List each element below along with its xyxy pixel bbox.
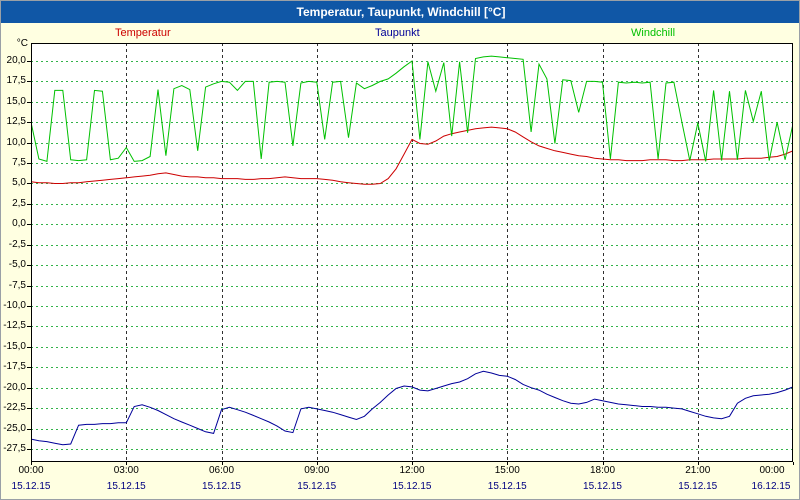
- y-axis-tick: [27, 102, 31, 103]
- chart-title: Temperatur, Taupunkt, Windchill [°C]: [296, 5, 506, 19]
- y-axis-tick: [27, 306, 31, 307]
- x-axis-date-label: 15.12.15: [11, 481, 51, 492]
- x-axis-time-label: 06:00: [208, 465, 235, 476]
- x-axis-time-label: 09:00: [304, 465, 330, 476]
- y-axis-tick-label: -2,5: [8, 238, 26, 250]
- x-axis-date-label: 16.12.15: [751, 481, 791, 492]
- y-axis-tick-label: -10,0: [3, 299, 26, 311]
- y-axis-tick: [27, 204, 31, 205]
- y-axis-tick: [27, 81, 31, 82]
- y-axis-tick: [27, 388, 31, 389]
- y-axis-tick: [27, 122, 31, 123]
- title-bar: Temperatur, Taupunkt, Windchill [°C]: [1, 1, 799, 23]
- x-axis-time-label: 15:00: [494, 465, 520, 476]
- x-axis-tick: [222, 462, 223, 465]
- y-axis-tick-label: 15,0: [6, 95, 26, 107]
- y-axis-tick-label: -22,5: [3, 402, 26, 414]
- y-axis-tick: [27, 183, 31, 184]
- x-axis-date-label: 15.12.15: [678, 481, 718, 492]
- y-axis-tick: [27, 245, 31, 246]
- plot-border: [31, 43, 793, 462]
- y-axis-tick-label: 7,5: [12, 157, 26, 169]
- x-axis-date-label: 15.12.15: [297, 481, 337, 492]
- legend-windchill: Windchill: [631, 27, 676, 39]
- y-axis-tick-label: 5,0: [12, 177, 26, 189]
- x-axis-tick: [793, 462, 794, 465]
- y-axis-tick: [27, 367, 31, 368]
- x-axis-tick: [31, 462, 32, 465]
- x-axis-date-label: 15.12.15: [106, 481, 146, 492]
- y-axis-tick: [27, 449, 31, 450]
- y-axis-tick-label: -27,5: [3, 442, 26, 454]
- y-axis-tick: [27, 429, 31, 430]
- series-temperatur-line: [31, 126, 793, 185]
- y-axis-tick-label: 10,0: [6, 136, 26, 148]
- y-axis-tick: [27, 143, 31, 144]
- y-axis-tick: [27, 265, 31, 266]
- x-axis-time-label: 00:00: [18, 465, 44, 476]
- y-axis-tick: [27, 408, 31, 409]
- y-axis-tick-label: -17,5: [3, 361, 26, 373]
- plot-area: [31, 43, 793, 462]
- x-axis-date-label: 15.12.15: [392, 481, 432, 492]
- y-axis-tick: [27, 286, 31, 287]
- x-axis-time-label: 21:00: [685, 465, 711, 476]
- legend-temperatur: Temperatur: [115, 27, 171, 39]
- x-axis-time-label: 03:00: [113, 465, 139, 476]
- y-axis-tick: [27, 163, 31, 164]
- y-axis-tick-label: -7,5: [8, 279, 26, 291]
- y-axis-tick-label: -15,0: [3, 340, 26, 352]
- x-axis-time-label: 12:00: [399, 465, 425, 476]
- y-axis-tick-label: 12,5: [6, 116, 26, 128]
- x-axis-tick: [603, 462, 604, 465]
- y-axis-tick-label: 0,0: [12, 218, 26, 230]
- x-axis-time-label: 18:00: [589, 465, 616, 476]
- legend-taupunkt: Taupunkt: [375, 27, 420, 39]
- series-windchill-line: [31, 55, 793, 163]
- series-taupunkt-line: [31, 370, 793, 446]
- y-axis-tick: [27, 347, 31, 348]
- y-axis-unit-label: °C: [16, 38, 28, 49]
- x-axis-date-label: 15.12.15: [583, 481, 622, 492]
- x-axis-tick: [507, 462, 508, 465]
- x-axis-tick: [317, 462, 318, 465]
- y-axis-tick: [27, 224, 31, 225]
- y-axis-tick-label: 20,0: [6, 54, 26, 66]
- x-axis-tick: [698, 462, 699, 465]
- y-axis-tick: [27, 326, 31, 327]
- y-axis-tick-label: -25,0: [3, 422, 26, 434]
- y-axis-tick-label: -20,0: [3, 381, 26, 393]
- y-axis-tick-label: -5,0: [8, 259, 26, 271]
- x-axis-tick: [412, 462, 413, 465]
- y-axis-tick-label: -12,5: [3, 320, 26, 332]
- y-axis-tick: [27, 61, 31, 62]
- y-axis-tick-label: 17,5: [6, 75, 26, 87]
- x-axis-date-label: 15.12.15: [487, 481, 527, 492]
- x-axis-time-label: 00:00: [759, 465, 785, 476]
- x-axis-tick: [126, 462, 127, 465]
- x-axis-date-label: 15.12.15: [202, 481, 241, 492]
- y-axis-tick-label: 2,5: [12, 197, 26, 209]
